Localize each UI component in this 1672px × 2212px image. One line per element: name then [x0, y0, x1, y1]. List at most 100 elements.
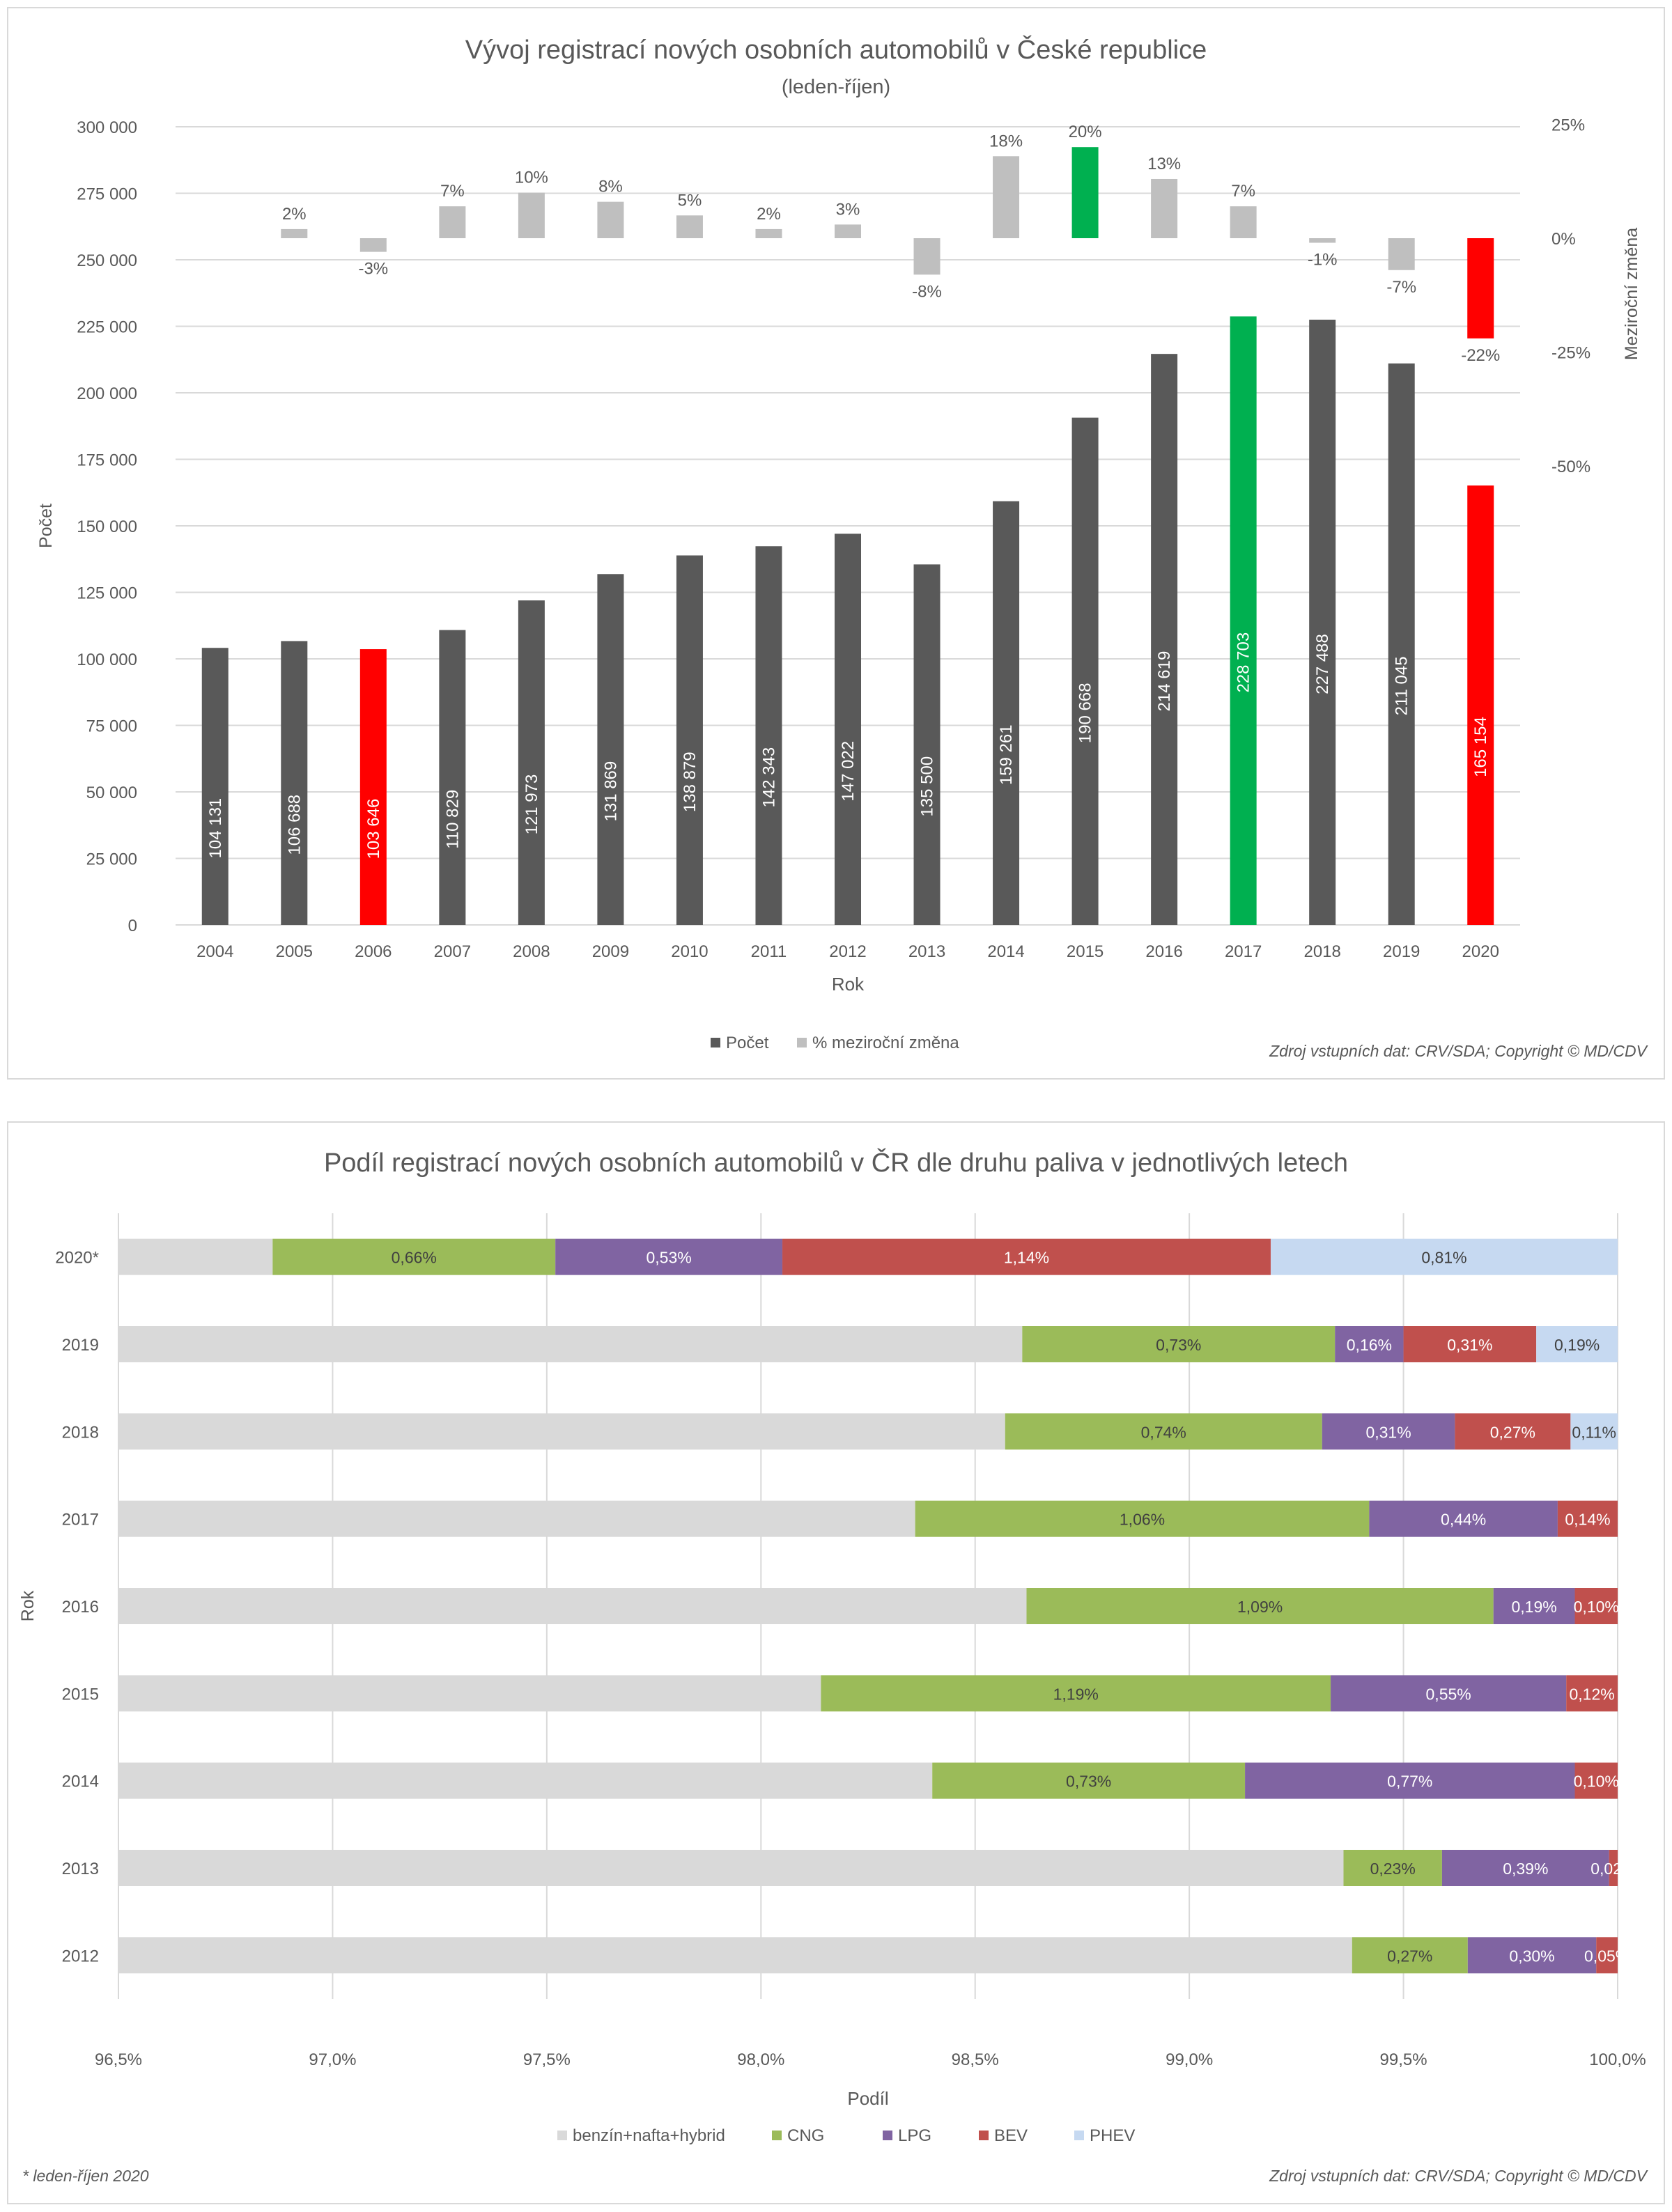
- segment-data-label: 0,39%: [1503, 1860, 1548, 1878]
- pct-bar: [1071, 147, 1099, 238]
- pct-bar: [1309, 238, 1336, 243]
- pct-data-label: -8%: [912, 282, 942, 301]
- segment-lpg: [1245, 1762, 1575, 1799]
- count-data-label: 227 488: [1313, 634, 1332, 694]
- pct-data-label: 5%: [678, 191, 702, 210]
- segment-benznnaftahybrid: [118, 1326, 1023, 1362]
- segment-bev: [1455, 1413, 1571, 1450]
- segment-benznnaftahybrid: [118, 1937, 1352, 1974]
- legend-label-pocet: Počet: [726, 1034, 769, 1052]
- segment-data-label: 0,30%: [1509, 1947, 1554, 1965]
- segment-benznnaftahybrid: [118, 1675, 821, 1712]
- segment-cng: [272, 1238, 556, 1275]
- segment-data-label: 0,05%: [1584, 1947, 1630, 1965]
- x-tick-label: 2009: [592, 942, 629, 961]
- pct-bar: [359, 238, 387, 252]
- y-tick-label: 2015: [62, 1685, 99, 1704]
- x-tick-label: 2011: [751, 942, 787, 961]
- count-data-label: 106 688: [285, 795, 304, 855]
- pct-bar: [755, 228, 782, 238]
- y-tick-label: 25 000: [86, 850, 137, 869]
- segment-data-label: 0,12%: [1569, 1685, 1614, 1703]
- segment-benznnaftahybrid: [118, 1413, 1005, 1450]
- segment-cng: [1005, 1413, 1322, 1450]
- count-bar: [1151, 354, 1178, 926]
- count-bar: [1309, 319, 1336, 925]
- pct-data-label: 13%: [1147, 155, 1181, 173]
- y-tick-label: 100 000: [77, 651, 137, 669]
- source-note: Zdroj vstupních dat: CRV/SDA; Copyright …: [1269, 1042, 1649, 1060]
- x-tick-label: 100,0%: [1589, 2050, 1646, 2069]
- x-tick-label: 2017: [1225, 942, 1262, 961]
- segment-data-label: 0,81%: [1421, 1249, 1466, 1267]
- x-tick-label: 99,5%: [1380, 2050, 1427, 2069]
- y-tick-label: 150 000: [77, 517, 137, 536]
- segment-data-label: 0,66%: [392, 1249, 437, 1267]
- segment-data-label: 0,16%: [1347, 1336, 1392, 1354]
- registrations-chart-panel: Vývoj registrací nových osobních automob…: [7, 7, 1665, 1080]
- y2-tick-label: 0%: [1551, 230, 1576, 249]
- pct-data-label: 3%: [836, 200, 860, 219]
- segment-bev: [1403, 1326, 1537, 1362]
- segment-data-label: 0,73%: [1156, 1336, 1201, 1354]
- pct-bar: [518, 192, 545, 238]
- y-tick-label: 0: [128, 917, 137, 935]
- x-tick-label: 2020: [1462, 942, 1499, 961]
- segment-data-label: 1,06%: [1120, 1511, 1165, 1529]
- segment-lpg: [1369, 1500, 1558, 1537]
- y-tick-label: 2019: [62, 1336, 99, 1355]
- pct-data-label: 7%: [1231, 182, 1255, 201]
- pct-bar: [913, 238, 940, 275]
- y-tick-label: 200 000: [77, 384, 137, 403]
- x-tick-label: 2014: [987, 942, 1024, 961]
- count-data-label: 131 869: [601, 761, 620, 822]
- x-tick-label: 2010: [671, 942, 708, 961]
- segment-cng: [1352, 1937, 1468, 1974]
- y-tick-label: 300 000: [77, 118, 137, 137]
- segment-cng: [1022, 1326, 1336, 1362]
- y2-tick-label: 25%: [1551, 116, 1585, 135]
- segment-lpg: [1441, 1850, 1609, 1886]
- x-tick-label: 2015: [1067, 942, 1104, 961]
- segment-data-label: 0,02%: [1590, 1860, 1636, 1878]
- y-tick-label: 225 000: [77, 318, 137, 337]
- y-tick-label: 175 000: [77, 451, 137, 470]
- segment-benznnaftahybrid: [118, 1762, 933, 1799]
- legend-swatch: [883, 2131, 892, 2140]
- segment-benznnaftahybrid: [118, 1850, 1344, 1886]
- count-bar: [439, 630, 466, 925]
- segment-data-label: 0,19%: [1511, 1598, 1556, 1616]
- segment-data-label: 0,10%: [1574, 1598, 1619, 1616]
- segment-lpg: [1335, 1326, 1404, 1362]
- segment-lpg: [1331, 1675, 1567, 1712]
- legend-label: benzín+nafta+hybrid: [573, 2126, 725, 2145]
- count-bar: [1230, 316, 1257, 925]
- count-data-label: 110 829: [443, 790, 462, 849]
- segment-cng: [1343, 1850, 1442, 1886]
- count-bar: [835, 533, 861, 925]
- x-tick-label: 2019: [1383, 942, 1420, 961]
- legend-label: BEV: [994, 2126, 1028, 2145]
- x-axis-title: Podíl: [847, 2088, 888, 2109]
- count-data-label: 103 646: [364, 799, 383, 859]
- y2-tick-label: -25%: [1551, 344, 1590, 363]
- count-bar: [913, 564, 940, 925]
- segment-data-label: 0,55%: [1426, 1685, 1471, 1703]
- segment-data-label: 0,73%: [1066, 1773, 1111, 1791]
- chart-title: Podíl registrací nových osobních automob…: [324, 1147, 1348, 1178]
- pct-data-label: 8%: [598, 178, 623, 196]
- count-data-label: 190 668: [1076, 683, 1095, 743]
- segment-data-label: 0,31%: [1447, 1336, 1492, 1354]
- segment-phev: [1570, 1413, 1618, 1450]
- y-tick-label: 50 000: [86, 784, 137, 802]
- segment-bev: [782, 1238, 1271, 1275]
- segment-data-label: 0,23%: [1370, 1860, 1416, 1878]
- pct-data-label: 7%: [440, 182, 465, 201]
- segment-cng: [1026, 1588, 1494, 1624]
- segment-benznnaftahybrid: [118, 1238, 273, 1275]
- fuel-share-chart-panel: Podíl registrací nových osobních automob…: [7, 1121, 1665, 2204]
- y-tick-label: 2016: [62, 1598, 99, 1617]
- x-tick-label: 2013: [908, 942, 945, 961]
- x-tick-label: 96,5%: [95, 2050, 142, 2069]
- pct-bar: [1230, 206, 1257, 238]
